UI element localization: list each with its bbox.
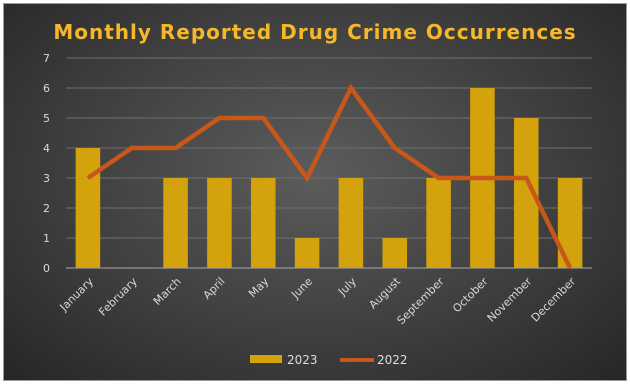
y-tick-label: 4: [43, 142, 50, 155]
bar-2023: [426, 178, 451, 268]
legend: 2023 2022: [250, 353, 408, 367]
y-tick-label: 5: [43, 112, 50, 125]
bar-2023: [207, 178, 232, 268]
x-tick-label: December: [529, 275, 579, 325]
x-tick-label: January: [57, 275, 97, 315]
chart: Monthly Reported Drug Crime Occurrences …: [3, 3, 627, 381]
bar-2023: [382, 238, 407, 268]
bar-2023: [251, 178, 276, 268]
x-tick-label: February: [96, 275, 140, 319]
x-tick-label: March: [151, 275, 184, 308]
x-tick-label: October: [450, 275, 491, 316]
legend-label-2023: 2023: [287, 353, 318, 367]
gridlines: [66, 58, 592, 268]
y-tick-label: 6: [43, 82, 50, 95]
x-tick-label: September: [395, 275, 448, 328]
y-tick-label: 2: [43, 202, 50, 215]
chart-canvas: Monthly Reported Drug Crime Occurrences …: [4, 4, 626, 380]
y-tick-label: 1: [43, 232, 50, 245]
x-tick-label: November: [485, 275, 535, 325]
x-tick-label: July: [335, 275, 359, 299]
legend-label-2022: 2022: [377, 353, 408, 367]
chart-title: Monthly Reported Drug Crime Occurrences: [53, 20, 576, 44]
y-tick-label: 3: [43, 172, 50, 185]
bar-2023: [163, 178, 188, 268]
x-tick-label: August: [366, 274, 403, 311]
bar-2023: [295, 238, 320, 268]
x-tick-label: June: [288, 275, 315, 302]
x-tick-label: April: [201, 275, 228, 302]
legend-swatch-2023: [250, 355, 282, 363]
x-tick-label: May: [246, 275, 272, 301]
y-tick-label: 7: [43, 52, 50, 65]
bar-2023: [339, 178, 364, 268]
bar-2023: [76, 148, 101, 268]
y-tick-label: 0: [43, 262, 50, 275]
y-axis-ticks: 0 1 2 3 4 5 6 7: [43, 52, 50, 275]
